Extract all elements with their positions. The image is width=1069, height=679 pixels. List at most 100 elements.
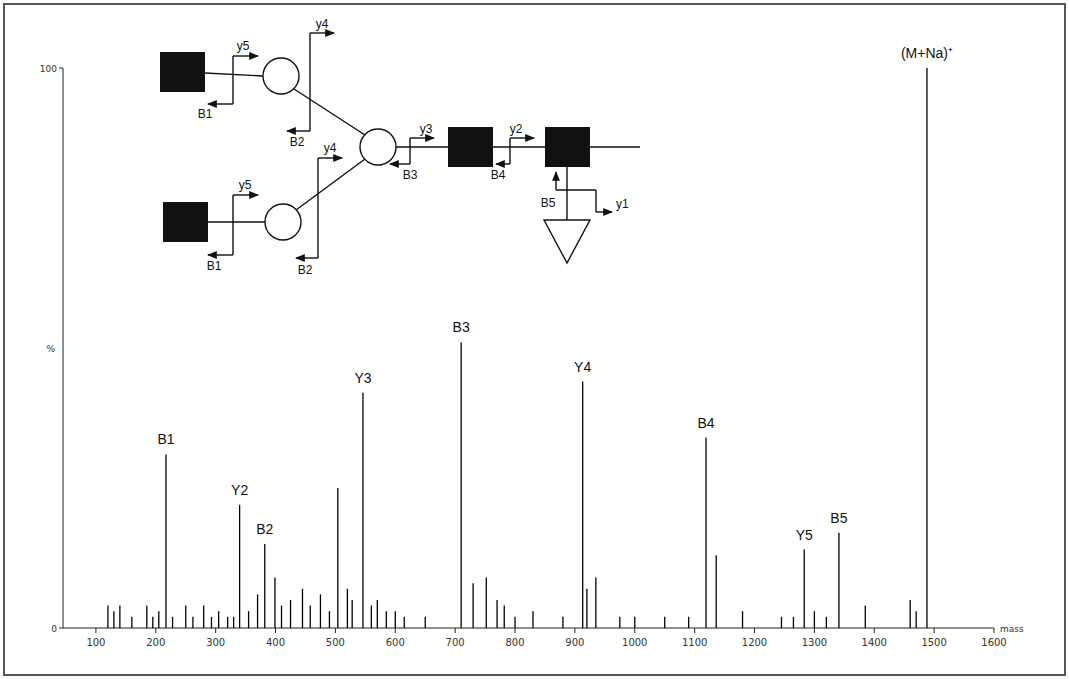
peak-labels: B1Y2B2Y3B3Y4B4Y5B5(M+Na)⁺ xyxy=(157,45,953,543)
fragment-label: B1 xyxy=(207,259,222,273)
peak xyxy=(274,578,275,628)
x-tick xyxy=(395,628,396,633)
x-tick xyxy=(814,628,815,633)
peak xyxy=(239,505,240,628)
peak xyxy=(460,342,461,628)
peak xyxy=(371,606,372,628)
peak xyxy=(329,611,330,628)
peak xyxy=(185,606,186,628)
bond xyxy=(566,167,567,220)
bond xyxy=(208,221,265,222)
y-tick xyxy=(59,628,63,629)
peak xyxy=(248,611,249,628)
y-axis xyxy=(63,68,64,628)
peak xyxy=(337,488,338,628)
fragment-label: B3 xyxy=(403,168,418,182)
fragment-label: y5 xyxy=(239,178,252,192)
x-tick-label: 1200 xyxy=(742,637,767,648)
peak xyxy=(233,617,234,628)
peak xyxy=(377,600,378,628)
peak xyxy=(472,583,473,628)
peak xyxy=(352,600,353,628)
peak xyxy=(793,617,794,628)
x-tick xyxy=(754,628,755,633)
peak xyxy=(910,600,911,628)
x-tick xyxy=(335,628,336,633)
mannose xyxy=(263,58,299,94)
fragment-label: B5 xyxy=(541,196,556,210)
peak-label: B4 xyxy=(697,415,714,431)
peak xyxy=(916,611,917,628)
glcnac xyxy=(160,52,205,92)
peak xyxy=(664,617,665,628)
cleavage-arrow xyxy=(318,157,342,158)
cleavage xyxy=(317,158,318,258)
x-tick xyxy=(874,628,875,633)
cleavage-arrow xyxy=(208,254,233,255)
y-axis-label: % xyxy=(46,344,55,354)
peak xyxy=(582,382,583,628)
peak xyxy=(158,611,159,628)
cleavage xyxy=(556,189,596,190)
peak xyxy=(192,617,193,628)
x-tick xyxy=(515,628,516,633)
peak xyxy=(362,393,363,628)
peak xyxy=(227,617,228,628)
cleavage-arrow xyxy=(233,194,258,195)
peak xyxy=(290,600,291,628)
x-tick xyxy=(634,628,635,633)
cleavage xyxy=(309,33,310,131)
x-tick xyxy=(95,628,96,633)
peak xyxy=(865,606,866,628)
peak xyxy=(634,617,635,628)
peak xyxy=(562,617,563,628)
mannose xyxy=(265,204,301,240)
bond xyxy=(396,146,448,147)
peak xyxy=(425,617,426,628)
cleavage xyxy=(232,56,233,104)
x-tick-label: 500 xyxy=(326,637,345,648)
x-tick-label: 1400 xyxy=(862,637,887,648)
x-tick xyxy=(574,628,575,633)
fragment-label: y3 xyxy=(420,122,433,136)
mannose xyxy=(360,129,396,165)
fragment-label: B1 xyxy=(198,107,213,121)
peak xyxy=(281,606,282,628)
peak xyxy=(386,611,387,628)
fragment-label: y4 xyxy=(324,141,337,155)
x-tick xyxy=(694,628,695,633)
glcnac xyxy=(448,127,493,167)
cleavage-arrow xyxy=(208,103,233,104)
frame xyxy=(4,4,1065,675)
peak xyxy=(395,611,396,628)
peak xyxy=(504,606,505,628)
figure: 1002003004005006007008009001000110012001… xyxy=(0,0,1069,679)
peak xyxy=(619,617,620,628)
peak xyxy=(152,617,153,628)
x-tick-label: 300 xyxy=(206,637,225,648)
fragment-label: y4 xyxy=(316,17,329,31)
y-tick-label: 100 xyxy=(40,64,57,74)
peak xyxy=(586,589,587,628)
x-tick-label: 1500 xyxy=(921,637,946,648)
fragment-label: B2 xyxy=(298,263,313,277)
x-tick-label: 1300 xyxy=(802,637,827,648)
peak xyxy=(172,617,173,628)
cleavage-arrow xyxy=(510,137,534,138)
x-tick-label: 900 xyxy=(565,637,584,648)
peak xyxy=(113,611,114,628)
bond xyxy=(205,73,263,76)
cleavage-arrow xyxy=(390,163,410,164)
bond xyxy=(590,146,640,147)
peak xyxy=(742,611,743,628)
glycan-structure: y5y4B1B2y5y4B1B2y3B3y2B4B5y1 xyxy=(160,17,640,277)
peak xyxy=(264,544,265,628)
peak xyxy=(532,611,533,628)
peak xyxy=(347,589,348,628)
cleavage xyxy=(595,190,596,212)
cleavage-arrow xyxy=(287,130,310,131)
cleavage-arrow xyxy=(296,257,318,258)
peak-label: Y2 xyxy=(231,482,248,498)
peak xyxy=(926,68,927,628)
peak xyxy=(146,606,147,628)
